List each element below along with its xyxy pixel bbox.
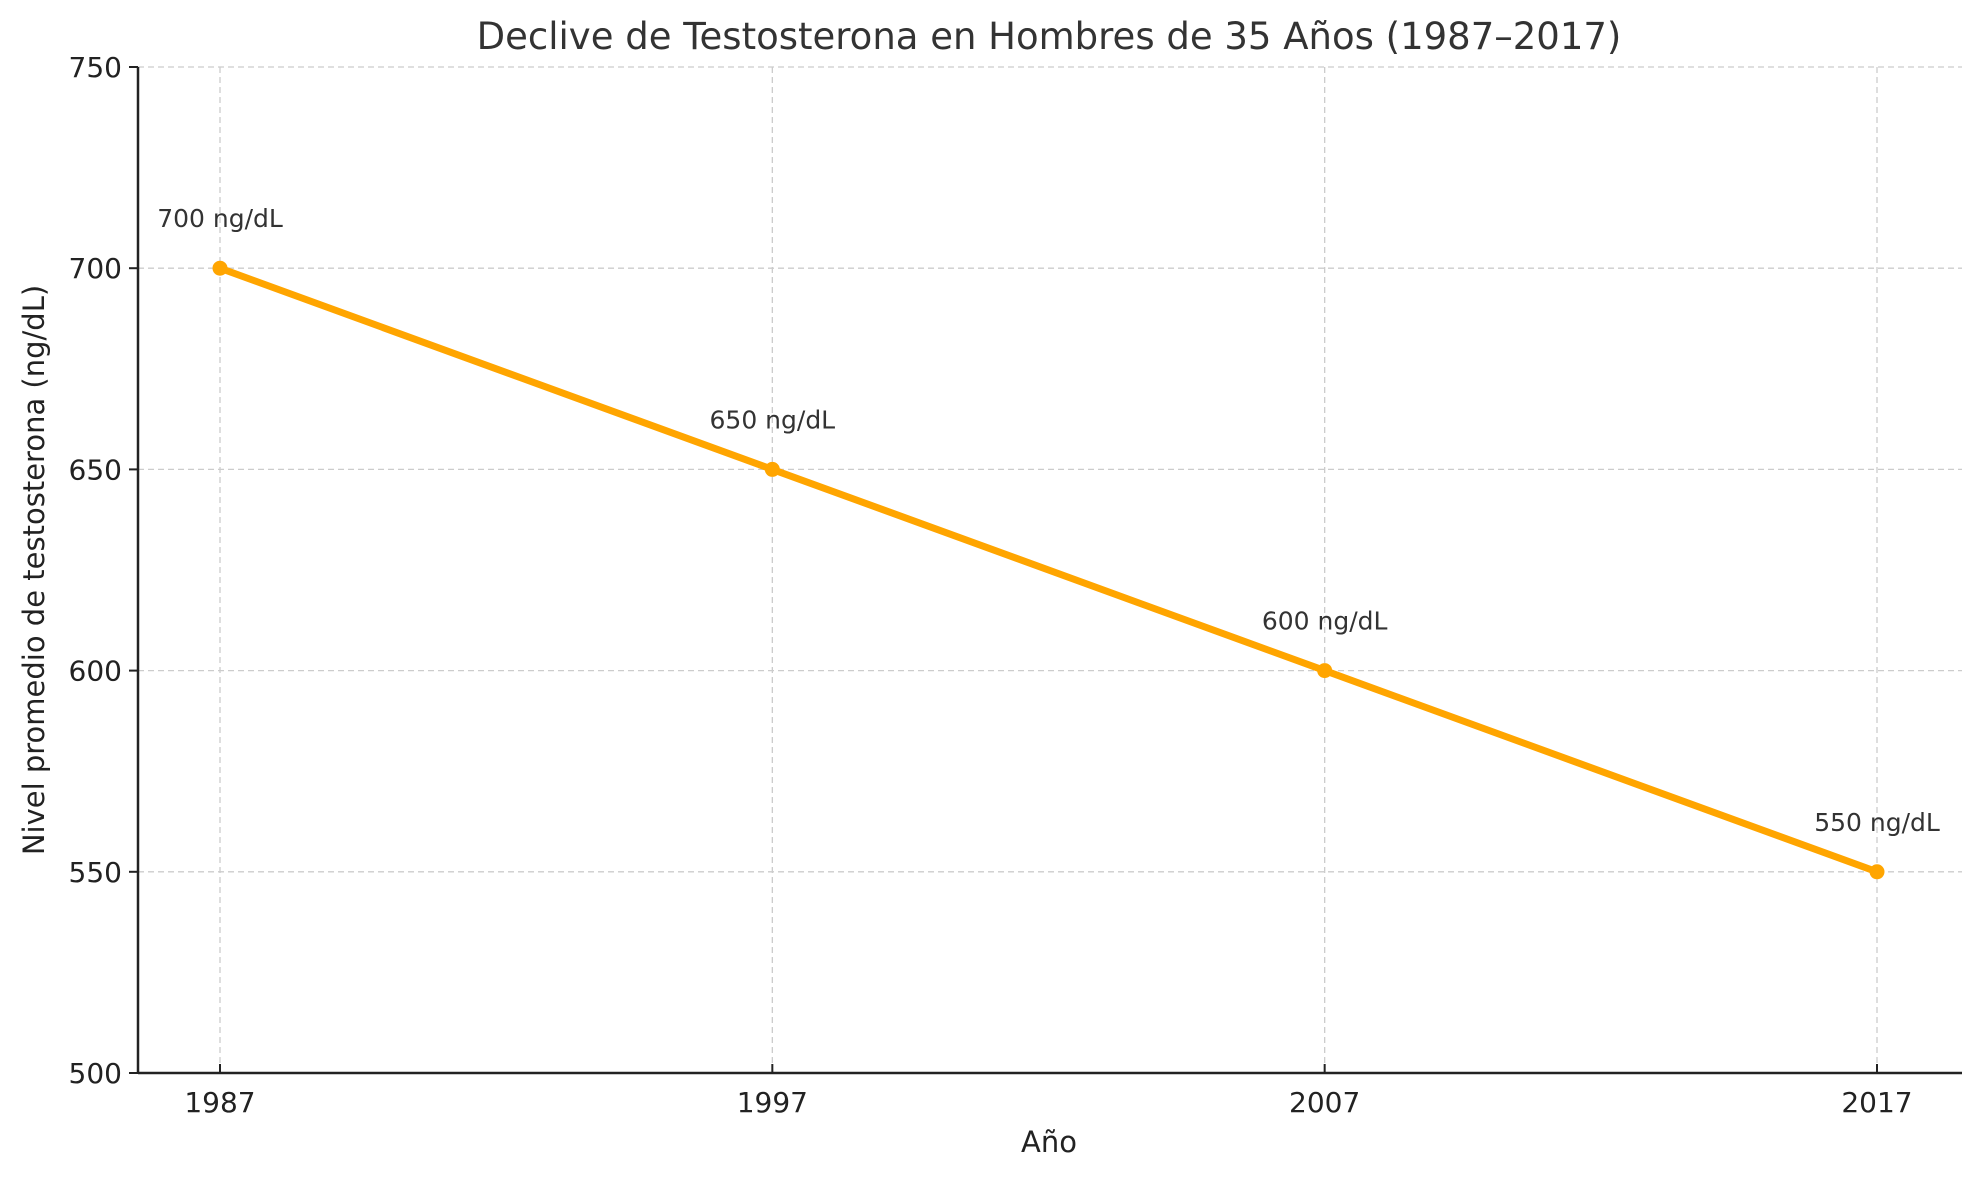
data-label: 550 ng/dL	[1814, 808, 1940, 837]
y-axis-label: Nivel promedio de testosterona (ng/dL)	[17, 285, 51, 855]
ticks: 500 550 600 650 700 750 1987 1997 2007 2017	[69, 51, 1913, 1119]
y-tick-label: 600	[69, 655, 122, 688]
x-axis-label: Año	[1021, 1125, 1077, 1159]
data-point	[1317, 663, 1333, 679]
x-tick-label: 2007	[1289, 1086, 1360, 1119]
y-tick-label: 500	[69, 1057, 122, 1090]
x-tick-label: 1997	[737, 1086, 808, 1119]
data-label: 650 ng/dL	[710, 405, 836, 434]
chart-title: Declive de Testosterona en Hombres de 35…	[477, 15, 1622, 58]
series-line	[218, 264, 1879, 876]
data-point	[212, 260, 228, 276]
y-tick-label: 550	[69, 856, 122, 889]
grid	[138, 66, 1962, 1074]
y-tick-label: 650	[69, 453, 122, 486]
axes	[136, 67, 1962, 1075]
series: 700 ng/dL 650 ng/dL 600 ng/dL 550 ng/dL	[157, 204, 1940, 880]
y-tick-label: 700	[69, 252, 122, 285]
x-tick-label: 2017	[1841, 1086, 1912, 1119]
data-label: 700 ng/dL	[157, 204, 283, 233]
x-tick-label: 1987	[184, 1086, 255, 1119]
data-label: 600 ng/dL	[1262, 607, 1388, 636]
data-point	[764, 461, 780, 477]
data-point	[1869, 864, 1885, 880]
y-tick-label: 750	[69, 51, 122, 84]
